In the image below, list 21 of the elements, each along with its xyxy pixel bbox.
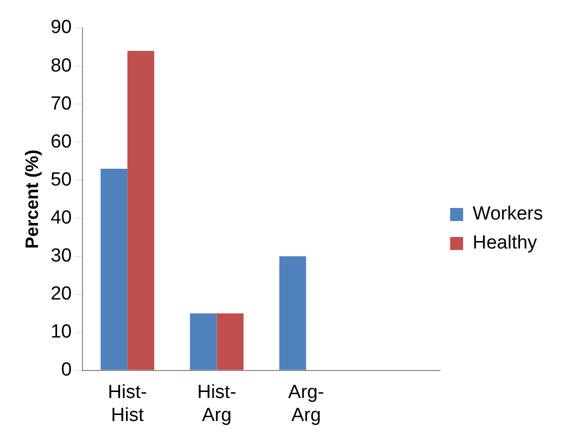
- y-tick-label: 80: [50, 55, 72, 76]
- y-tick-label: 0: [61, 360, 72, 381]
- y-tick-label: 30: [50, 246, 72, 266]
- y-tick-label: 50: [50, 169, 72, 190]
- y-tick-label: 60: [50, 131, 72, 152]
- bar: [190, 313, 217, 370]
- y-tick-label: 20: [50, 284, 72, 305]
- y-axis-title: Percent (%): [22, 150, 42, 249]
- bar: [100, 168, 128, 370]
- legend-label: Healthy: [472, 232, 538, 254]
- bar: [216, 313, 244, 370]
- y-tick-label: 10: [50, 322, 72, 343]
- legend-label: Workers: [472, 204, 544, 225]
- y-tick-label: 70: [50, 93, 72, 114]
- x-tick-label: Hist-Arg: [197, 382, 236, 426]
- y-tick-label: 90: [50, 17, 72, 38]
- bar: [127, 50, 154, 370]
- bar: [279, 256, 306, 370]
- x-tick-label: Arg-Arg: [288, 382, 324, 426]
- x-tick-label: Hist-Hist: [108, 382, 147, 426]
- y-tick-label: 40: [50, 207, 72, 228]
